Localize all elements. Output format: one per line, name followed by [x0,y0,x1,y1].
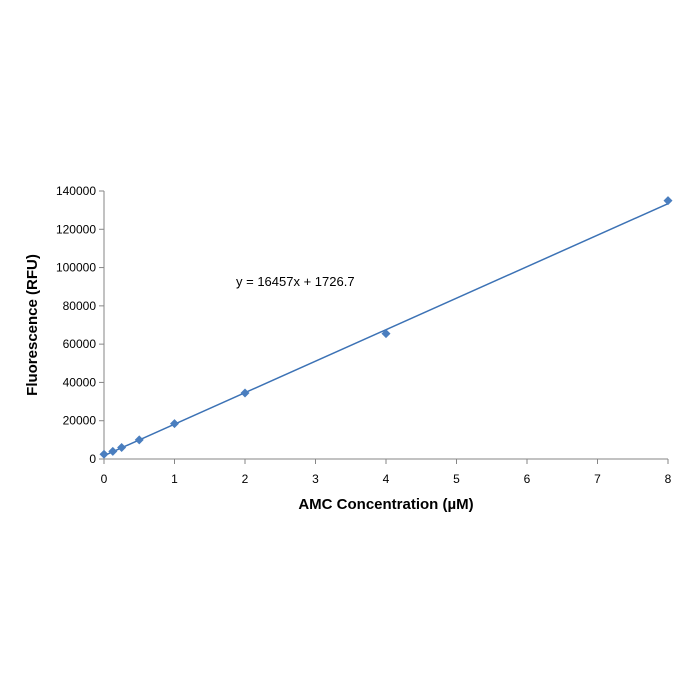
data-point [134,435,144,445]
x-tick-label: 6 [524,472,531,486]
data-points [99,196,673,459]
data-point [99,449,109,459]
y-tick-label: 80000 [63,299,97,313]
data-point [170,419,179,429]
data-point [663,196,673,206]
x-tick-label: 7 [594,472,601,486]
data-point [381,329,391,339]
y-tick-label: 20000 [63,414,97,428]
y-tick-label: 120000 [56,222,96,236]
data-point [117,443,127,453]
data-point [240,388,250,398]
y-tick-label: 100000 [56,261,96,275]
x-tick-label: 8 [665,472,672,486]
y-axis-title: Fluorescence (RFU) [24,254,41,396]
x-axis-title: AMC Concentration (µM) [298,496,473,513]
y-tick-label: 60000 [63,337,97,351]
y-tick-label: 0 [89,452,96,466]
x-tick-label: 5 [453,472,460,486]
trendline-equation: y = 16457x + 1726.7 [236,274,355,289]
x-tick-label: 4 [383,472,390,486]
x-tick-label: 2 [242,472,249,486]
y-tick-label: 40000 [63,375,97,389]
data-point [108,446,118,456]
x-tick-label: 0 [101,472,108,486]
x-tick-label: 3 [312,472,319,486]
x-tick-label: 1 [171,472,178,486]
y-tick-label: 140000 [56,184,96,198]
axes: 0 20000 40000 60000 80000 100000 120000 140000 0… [56,184,672,486]
